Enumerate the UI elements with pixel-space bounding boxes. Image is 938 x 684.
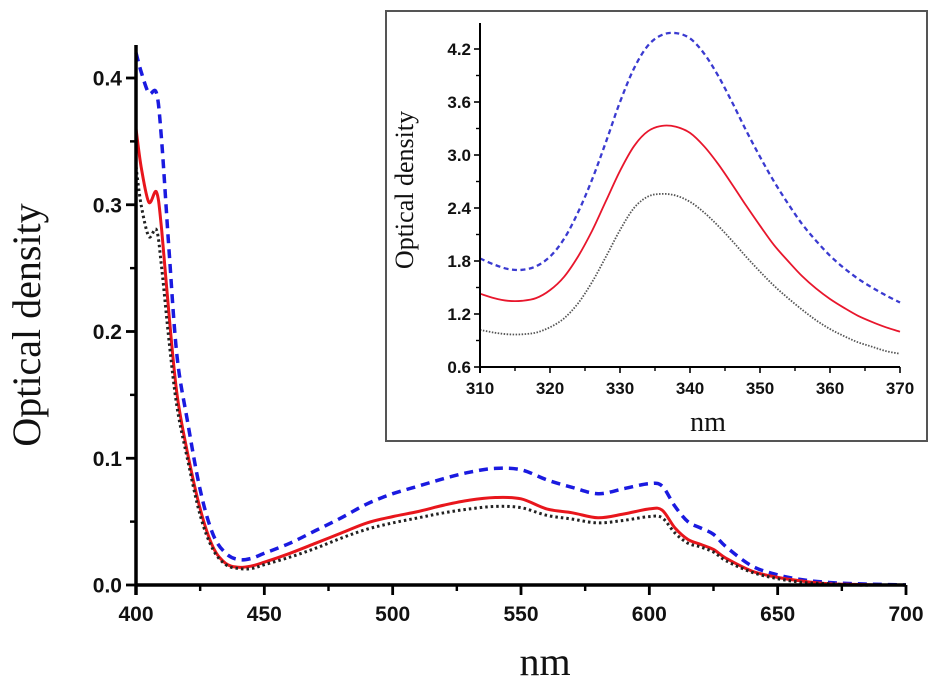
- inset-series-red-solid: [479, 124, 901, 333]
- inset-y-axis-title: Optical density: [390, 111, 419, 269]
- inset-y-tick-label: 2.4: [447, 199, 471, 218]
- main-y-tick-label: 0.2: [93, 321, 122, 344]
- inset-y-tick-label: 3.0: [447, 146, 471, 165]
- main-x-tick-label: 500: [375, 603, 410, 626]
- main-series-red-solid: [134, 128, 907, 587]
- main-series-blue-dashed: [134, 52, 907, 587]
- main-x-tick-label: 700: [888, 603, 923, 626]
- inset-y-tick-label: 1.2: [447, 305, 471, 324]
- main-x-tick-label: 650: [760, 603, 795, 626]
- inset-y-tick-label: 0.6: [447, 358, 471, 377]
- main-x-tick-label: 450: [247, 603, 282, 626]
- inset-frame: [385, 10, 928, 442]
- inset-x-tick-label: 320: [536, 379, 564, 398]
- inset-plot: 310 320 330 340 350 360 370 0.6 1.2 1.8 2.4 3.0 3.6 4…: [385, 10, 928, 442]
- inset-x-tick-label: 350: [746, 379, 774, 398]
- main-y-tick-label: 0.1: [93, 448, 123, 471]
- inset-axes: 310 320 330 340 350 360 370 0.6 1.2 1.8 2.4 3.0 3.6 4…: [447, 23, 914, 398]
- inset-x-axis-title: nm: [690, 407, 726, 438]
- main-y-tick-label: 0.3: [93, 194, 122, 217]
- inset-x-tick-label: 360: [816, 379, 844, 398]
- inset-y-tick-label: 1.8: [447, 252, 471, 271]
- main-y-axis-title: Optical density: [4, 203, 49, 446]
- main-series-group: [134, 52, 907, 587]
- main-x-axis-title: nm: [519, 639, 570, 684]
- main-series-black-dotted: [134, 166, 906, 587]
- main-y-tick-label: 0.0: [93, 575, 122, 598]
- inset-series-blue-dashed: [479, 31, 901, 304]
- main-x-tick-label: 400: [118, 603, 153, 626]
- inset-x-tick-label: 340: [676, 379, 704, 398]
- inset-x-tick-label: 330: [606, 379, 634, 398]
- inset-series-black-dotted: [479, 192, 901, 355]
- inset-x-tick-label: 310: [466, 379, 494, 398]
- inset-series-group: [479, 31, 901, 355]
- inset-x-tick-label: 370: [886, 379, 914, 398]
- main-y-tick-label: 0.4: [93, 68, 123, 91]
- main-x-tick-label: 600: [632, 603, 667, 626]
- main-x-tick-label: 550: [503, 603, 538, 626]
- inset-y-tick-label: 4.2: [447, 40, 471, 59]
- main-axes: 400 450 500 550 600 650 700 0.0 0.1 0.2 0.3 0.4: [93, 45, 924, 626]
- inset-y-tick-label: 3.6: [447, 93, 471, 112]
